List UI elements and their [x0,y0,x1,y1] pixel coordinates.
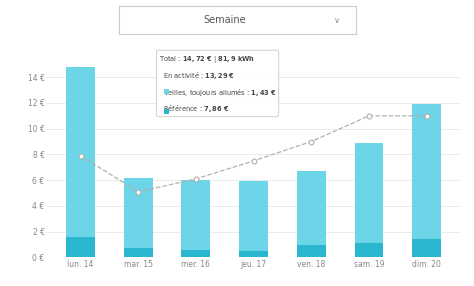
Bar [297,170,326,245]
Bar [124,178,153,248]
Bar [297,245,326,257]
Bar [355,243,383,257]
Bar [182,250,210,257]
FancyBboxPatch shape [164,89,169,94]
FancyBboxPatch shape [164,109,169,114]
Bar [66,237,95,257]
Bar [412,104,441,239]
Text: ∨: ∨ [334,15,339,25]
Bar [124,248,153,257]
Bar [355,143,383,243]
Bar [239,181,268,251]
Bar [66,67,95,237]
Bar [412,239,441,257]
Bar [182,180,210,250]
Text: Semaine: Semaine [204,15,246,25]
Bar [239,251,268,257]
Text: Total : $\bf{14,72\ €}$ | $\bf{81,9\ kWh}$
  En activité : $\bf{13,29\ €}$
  Vei: Total : $\bf{14,72\ €}$ | $\bf{81,9\ kWh… [159,53,276,114]
